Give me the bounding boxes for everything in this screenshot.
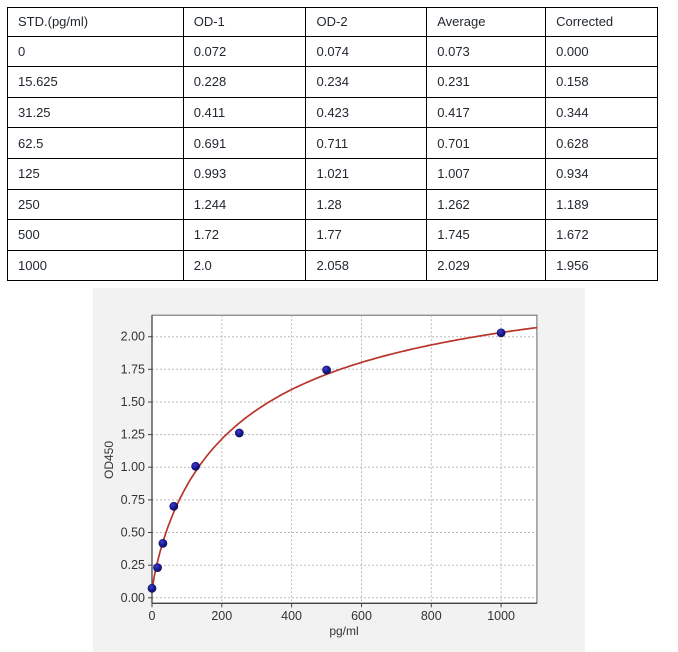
svg-text:1.75: 1.75	[121, 362, 145, 376]
svg-text:200: 200	[211, 609, 232, 623]
svg-text:400: 400	[281, 609, 302, 623]
svg-text:0: 0	[149, 609, 156, 623]
svg-text:1.25: 1.25	[121, 428, 145, 442]
svg-text:OD450: OD450	[102, 441, 116, 479]
svg-text:0.00: 0.00	[121, 591, 145, 605]
svg-text:1.00: 1.00	[121, 460, 145, 474]
svg-text:2.00: 2.00	[121, 330, 145, 344]
svg-text:pg/ml: pg/ml	[329, 624, 358, 638]
svg-text:0.50: 0.50	[121, 526, 145, 540]
svg-text:1000: 1000	[487, 609, 515, 623]
svg-text:1.50: 1.50	[121, 395, 145, 409]
svg-text:0.75: 0.75	[121, 493, 145, 507]
svg-text:800: 800	[421, 609, 442, 623]
svg-text:600: 600	[351, 609, 372, 623]
svg-text:0.25: 0.25	[121, 558, 145, 572]
